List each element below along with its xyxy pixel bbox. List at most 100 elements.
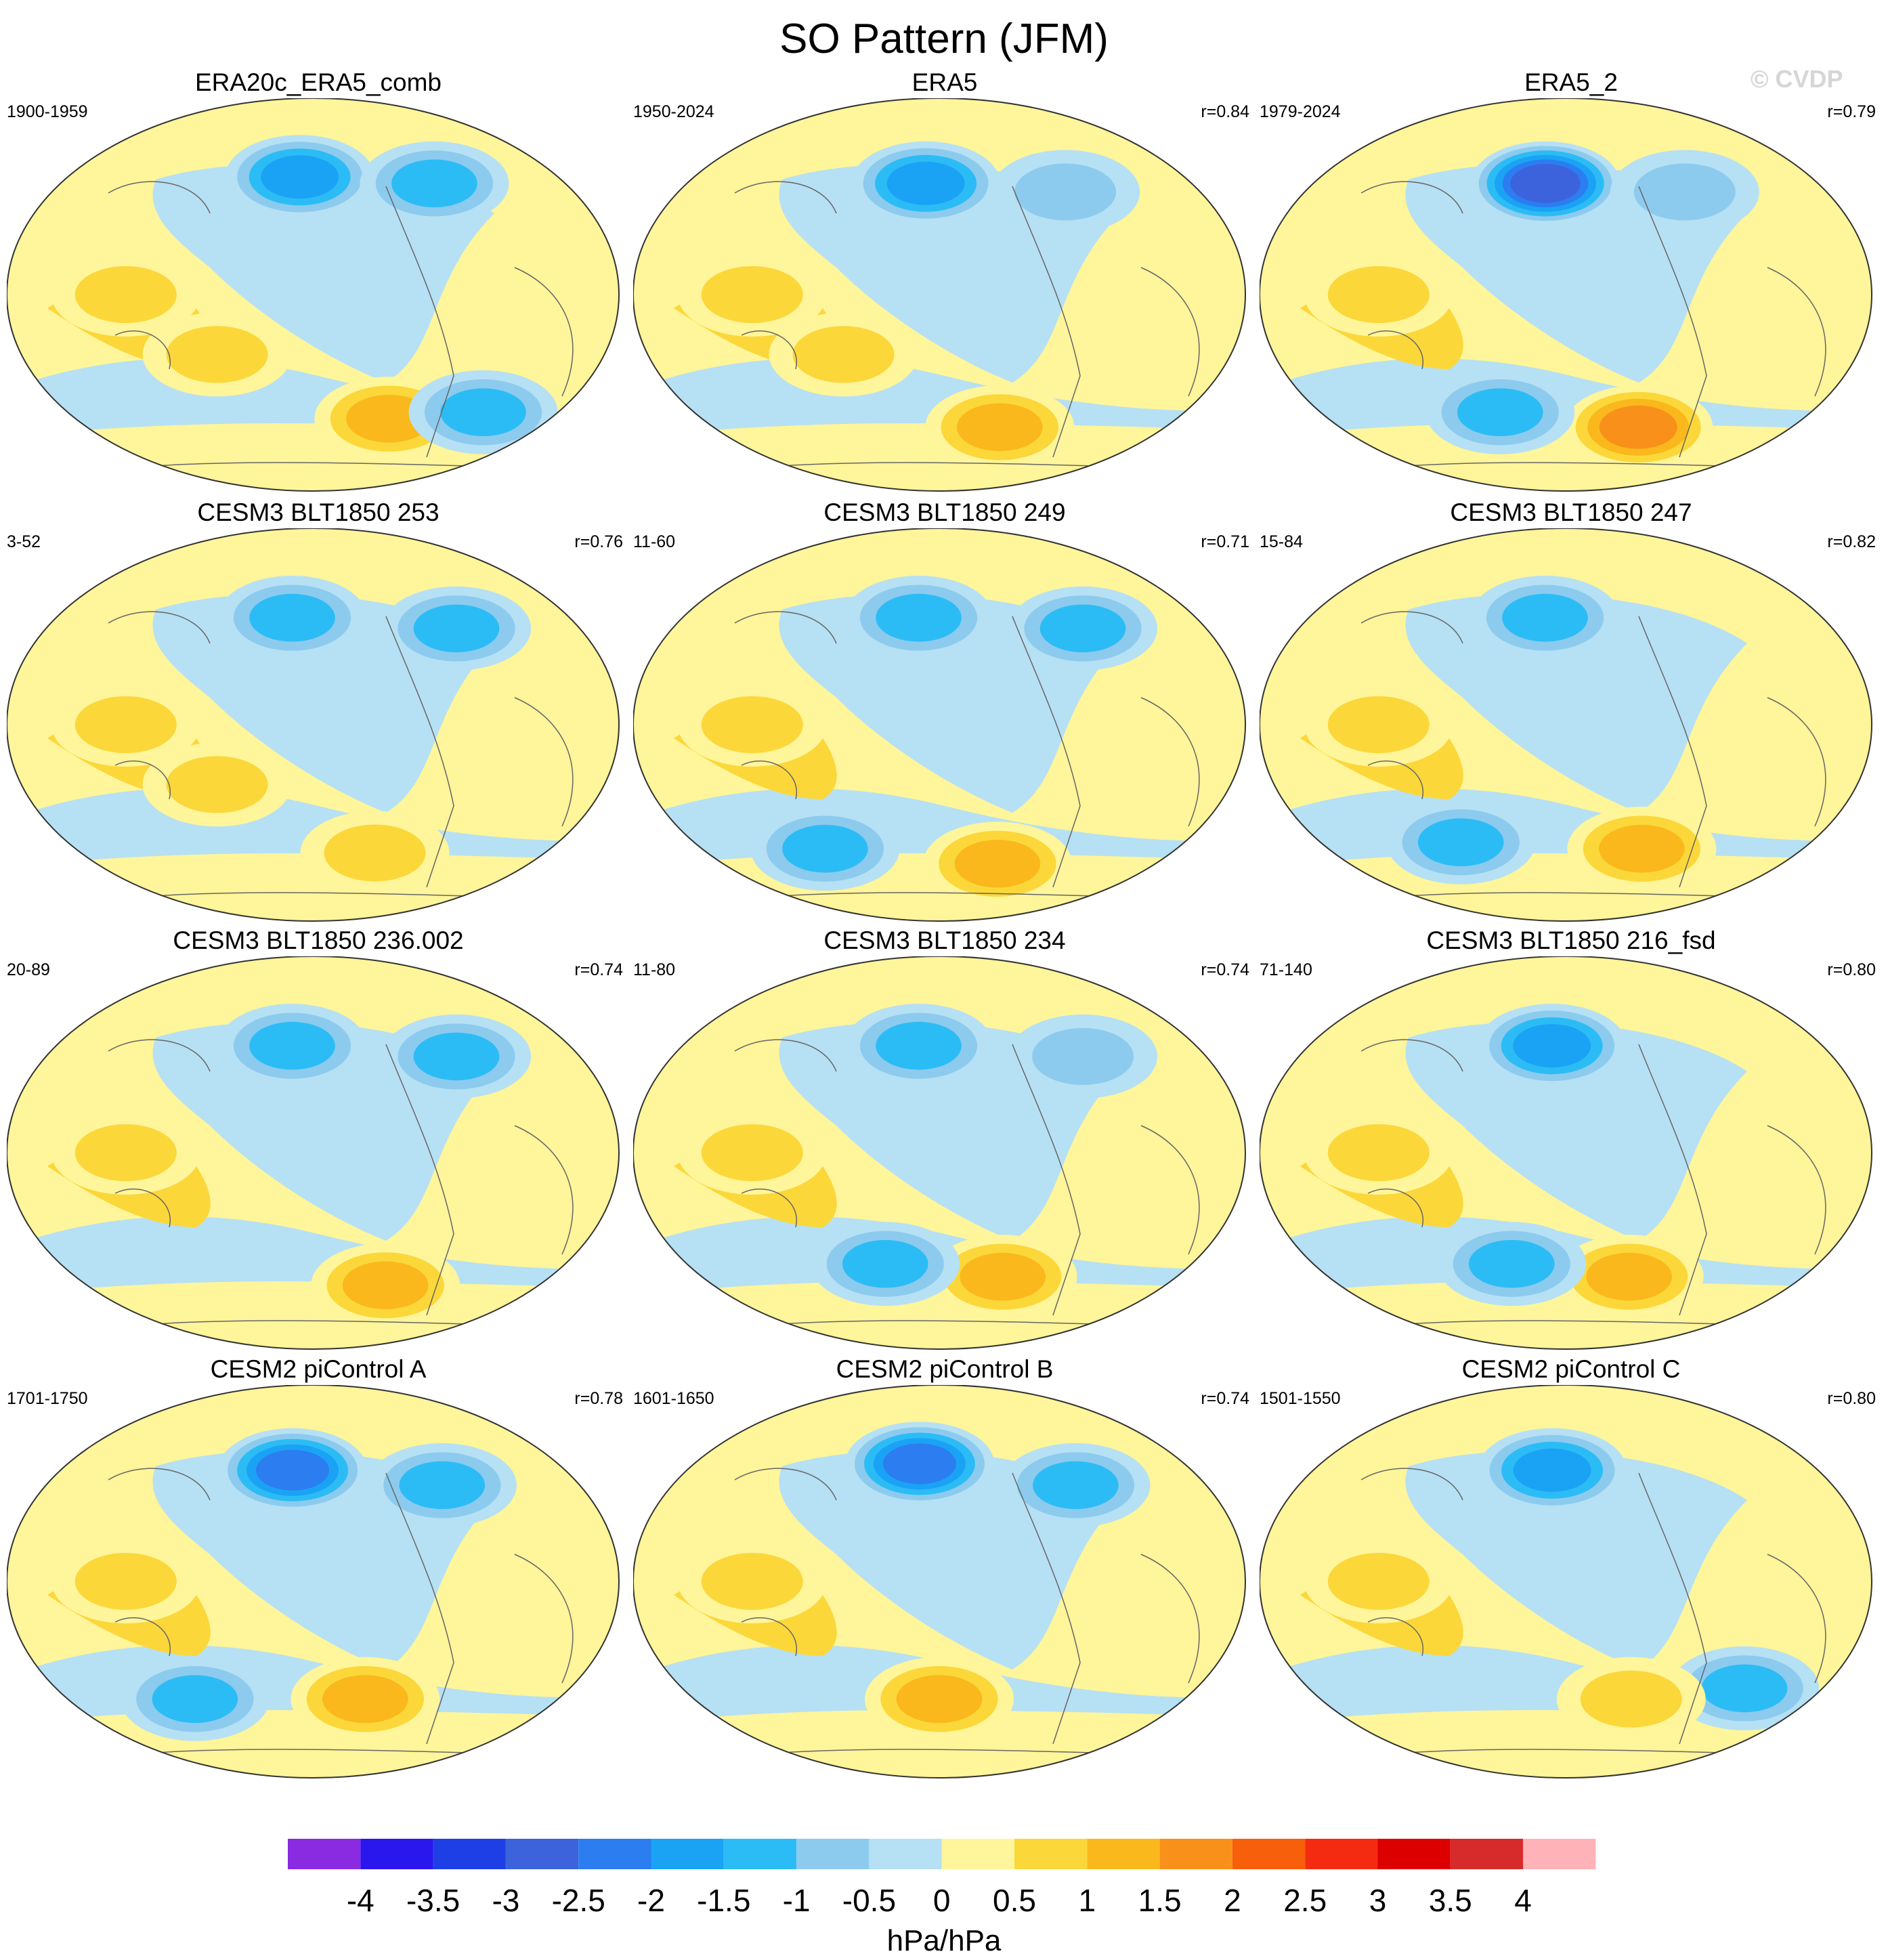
- panel-correlation: r=0.71: [1201, 532, 1249, 551]
- panel-correlation: r=0.82: [1827, 532, 1876, 551]
- negative-region-pacific: [1405, 594, 1747, 813]
- coastline: [727, 1039, 1200, 1329]
- panel-title: CESM2 piControl B: [836, 1355, 1054, 1383]
- colorbar-tick-label: 2.5: [1283, 1883, 1327, 1918]
- map-border: [7, 956, 620, 1350]
- anomaly-contour: [74, 1124, 177, 1181]
- anomaly-contour: [1327, 1553, 1430, 1610]
- anomaly-contour: [954, 839, 1041, 888]
- panel-title: CESM3 BLT1850 234: [823, 926, 1066, 954]
- colorbar-swatch: [1087, 1839, 1160, 1869]
- colorbar-tick-label: -0.5: [842, 1883, 896, 1918]
- colorbar-swatch: [1159, 1839, 1232, 1869]
- anomaly-contour: [324, 824, 426, 882]
- anomaly-contour: [701, 696, 803, 753]
- anomaly-contour: [74, 696, 177, 753]
- colorbar-swatch: [1305, 1839, 1378, 1869]
- anomaly-contour: [1327, 1124, 1430, 1181]
- anomaly-contour: [957, 403, 1043, 452]
- panel-years: 1979-2024: [1260, 102, 1341, 121]
- anomaly-contour: [1327, 696, 1430, 753]
- coastline: [727, 181, 1200, 471]
- colorbar-tick-label: -1: [783, 1883, 811, 1918]
- anomaly-contour: [152, 1675, 238, 1724]
- panel-correlation: r=0.80: [1827, 960, 1876, 979]
- anomaly-contour: [391, 159, 477, 208]
- panel-correlation: r=0.84: [1201, 102, 1249, 121]
- colorbar-units: hPa/hPa: [886, 1924, 1002, 1957]
- anomaly-contour: [1502, 593, 1588, 642]
- colorbar-tick-label: 4: [1514, 1883, 1532, 1918]
- colorbar-tick-label: 3.5: [1429, 1883, 1472, 1918]
- colorbar-swatch: [1450, 1839, 1524, 1869]
- anomaly-contour: [1327, 266, 1430, 323]
- map-globe: [633, 98, 1246, 492]
- colorbar-swatch: [433, 1839, 506, 1869]
- anomaly-contour: [256, 1449, 330, 1491]
- panel-correlation: r=0.74: [1201, 1389, 1249, 1408]
- colorbar-swatch: [1377, 1839, 1451, 1869]
- anomaly-contour: [261, 155, 339, 199]
- anomaly-contour: [413, 1032, 500, 1081]
- map-globe: [7, 98, 620, 492]
- colorbar-swatch: [1232, 1839, 1306, 1869]
- map-panel: CESM2 piControl B 1601-1650 r=0.74: [633, 1355, 1256, 1778]
- map-border: [7, 1385, 620, 1778]
- anomaly-contour: [842, 1239, 928, 1288]
- anomaly-contour: [166, 756, 268, 813]
- anomaly-contour: [1032, 1027, 1134, 1085]
- panel-years: 71-140: [1260, 960, 1312, 979]
- anomaly-contour: [1510, 164, 1581, 203]
- colorbar-swatch: [288, 1839, 361, 1869]
- map-panel: CESM3 BLT1850 253 3-52 r=0.76: [7, 498, 630, 922]
- panel-years: 1501-1550: [1260, 1389, 1341, 1408]
- map-globe: [633, 528, 1246, 922]
- map-border: [7, 98, 620, 492]
- anomaly-contour: [166, 326, 268, 383]
- anomaly-contour: [1457, 388, 1543, 437]
- negative-region-pacific: [1405, 1451, 1747, 1669]
- panel-correlation: r=0.76: [574, 532, 623, 551]
- panel-title: CESM3 BLT1850 216_fsd: [1426, 926, 1716, 954]
- anomaly-contour: [882, 1443, 956, 1485]
- panel-years: 1950-2024: [633, 102, 714, 121]
- panel-correlation: r=0.79: [1827, 102, 1876, 121]
- anomaly-contour: [701, 266, 803, 323]
- map-panel: ERA5 1950-2024 r=0.84: [633, 68, 1256, 492]
- coastline: [1354, 1468, 1826, 1758]
- map-panel: CESM3 BLT1850 247 15-84 r=0.82: [1260, 498, 1883, 922]
- colorbar-swatch: [651, 1839, 724, 1869]
- map-border: [633, 98, 1246, 492]
- anomaly-contour: [1599, 405, 1677, 449]
- anomaly-contour: [440, 388, 526, 437]
- anomaly-contour: [876, 593, 962, 642]
- map-globe: [7, 1385, 620, 1778]
- colorbar-tick-label: -2: [637, 1883, 665, 1918]
- panel-years: 1701-1750: [7, 1389, 88, 1408]
- map-globe: [1260, 1385, 1872, 1778]
- colorbar-swatch: [1014, 1839, 1088, 1869]
- anomaly-contour: [792, 326, 895, 383]
- anomaly-contour: [1417, 818, 1504, 867]
- anomaly-contour: [74, 266, 177, 323]
- map-globe: [7, 528, 620, 922]
- map-border: [1260, 956, 1872, 1350]
- map-globe: [1260, 98, 1872, 492]
- map-border: [1260, 528, 1872, 922]
- colorbar-swatch: [869, 1839, 942, 1869]
- map-globe: [7, 956, 620, 1350]
- panel-years: 11-60: [633, 532, 676, 551]
- map-border: [633, 528, 1246, 922]
- anomaly-contour: [74, 1553, 177, 1610]
- map-panel: CESM2 piControl C 1501-1550 r=0.80: [1260, 1355, 1883, 1778]
- coastline: [101, 1039, 574, 1329]
- map-panel: CESM2 piControl A 1701-1750 r=0.78: [7, 1355, 630, 1778]
- panel-title: CESM3 BLT1850 249: [823, 498, 1066, 526]
- anomaly-contour: [1580, 1670, 1682, 1728]
- anomaly-contour: [782, 824, 868, 873]
- colorbar-swatch: [360, 1839, 433, 1869]
- panel-years: 1900-1959: [7, 102, 88, 121]
- anomaly-contour: [1513, 1448, 1591, 1492]
- map-border: [633, 1385, 1246, 1778]
- cvdp-watermark: © CVDP: [1751, 65, 1843, 93]
